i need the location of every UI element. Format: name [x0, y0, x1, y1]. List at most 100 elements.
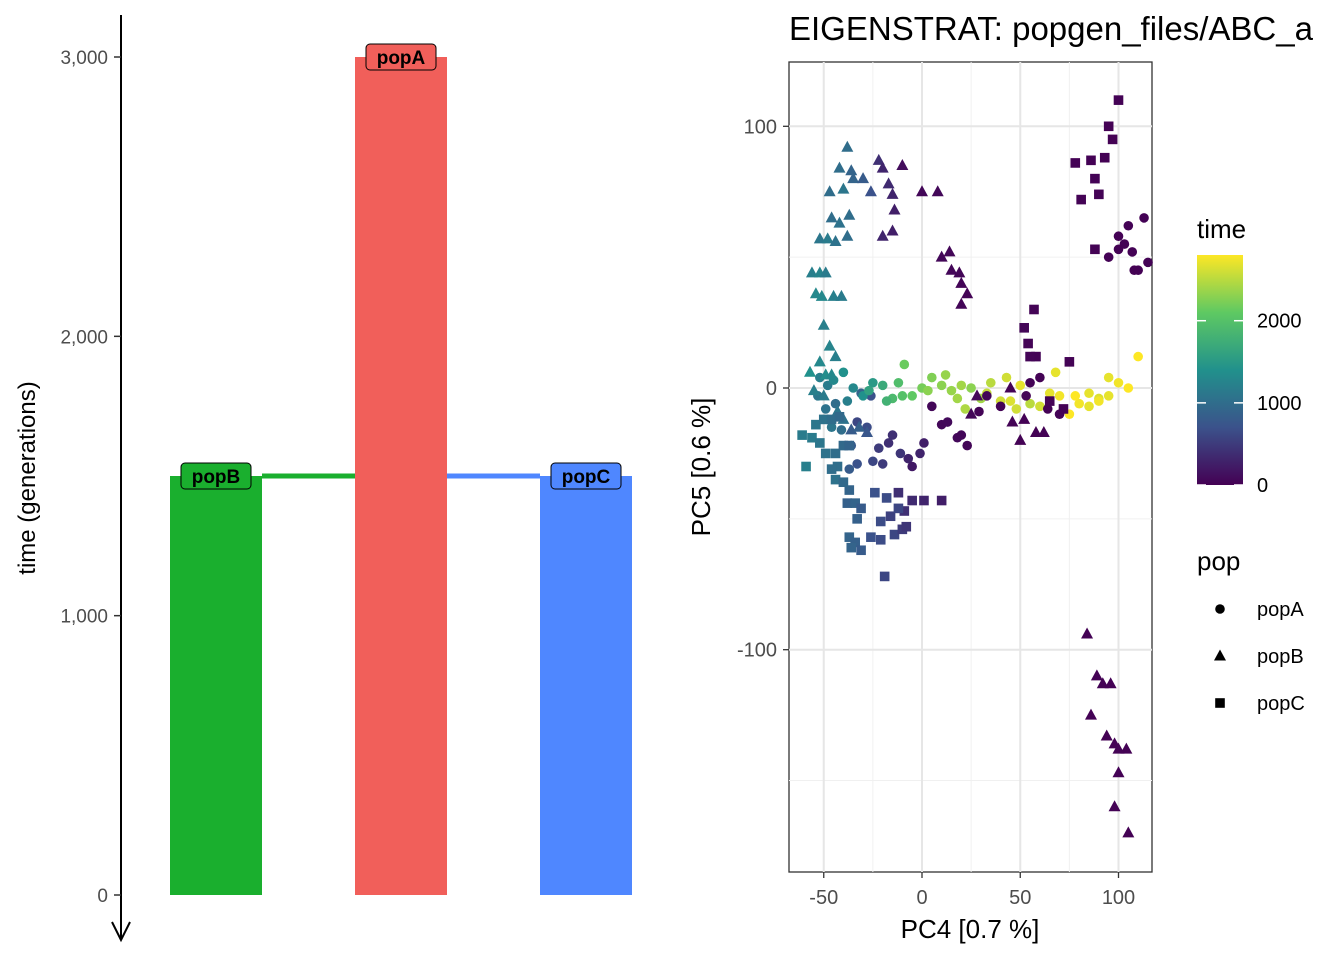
point-popC [1103, 121, 1114, 132]
legend-key-popB [1214, 649, 1226, 661]
point-popC [1025, 351, 1035, 362]
point-popC [1107, 134, 1118, 145]
point-popB [827, 289, 840, 301]
point-popC [838, 477, 849, 488]
population-bars [170, 57, 632, 895]
point-popB [857, 172, 870, 184]
point-popC [811, 419, 821, 430]
pca-y-axis-title: PC5 [0.6 %] [686, 398, 716, 537]
y-axis-arrow [111, 921, 131, 943]
point-popA [830, 398, 841, 409]
point-popC [1090, 173, 1100, 184]
point-popA [1103, 391, 1114, 401]
point-popA [899, 359, 910, 370]
point-popC [889, 529, 900, 540]
point-popC [879, 571, 890, 582]
y-tick-label: 1,000 [60, 607, 108, 628]
point-popB [815, 289, 828, 301]
point-popA [838, 367, 849, 378]
point-popA [1094, 396, 1104, 406]
point-popA [1143, 257, 1153, 268]
colorbar-tick-label: 2000 [1257, 311, 1302, 333]
pop-legend: pop popA popB popC [1197, 546, 1305, 715]
point-popA [1011, 404, 1022, 414]
point-popA [848, 383, 859, 393]
point-popA [995, 401, 1006, 412]
point-popB [1100, 729, 1113, 741]
point-popA [907, 391, 917, 401]
point-popC [875, 534, 886, 545]
point-popC [1099, 152, 1110, 163]
point-popB [813, 232, 826, 244]
label-box-popC [550, 462, 622, 490]
point-popA [1005, 396, 1016, 406]
point-popC [907, 495, 917, 506]
point-popC [838, 440, 849, 451]
point-popC [901, 521, 912, 532]
point-popC [832, 461, 843, 472]
label-text-popB: popB [192, 467, 241, 488]
point-popB [1096, 677, 1109, 689]
point-popA [883, 438, 894, 448]
point-popB [955, 276, 968, 288]
point-popB [817, 389, 830, 401]
point-popC [801, 461, 811, 472]
point-popC [870, 487, 880, 498]
point-popB [841, 229, 854, 241]
point-popA [1035, 372, 1045, 383]
point-popB [971, 389, 984, 401]
point-popB [817, 318, 830, 330]
point-popC [1031, 351, 1041, 362]
point-popB [1112, 766, 1125, 778]
point-popC [856, 503, 866, 514]
point-popA [895, 448, 906, 459]
point-popA [907, 461, 917, 472]
time-legend: time 0 1000 2000 [1197, 214, 1302, 497]
point-popB [931, 185, 944, 197]
point-popA [1074, 398, 1084, 409]
point-popA [893, 377, 904, 388]
point-popA [1042, 404, 1053, 414]
point-popB [1004, 381, 1017, 393]
population-tree-chart: popB popA popC 0 1,000 2,000 3,000 time (gene… [14, 15, 632, 943]
point-popB [1122, 826, 1135, 838]
point-popA [1103, 372, 1114, 383]
point-popC [856, 545, 866, 556]
x-tick-label: 0 [916, 887, 927, 909]
point-popC [815, 438, 825, 448]
point-popA [1035, 401, 1045, 412]
population-labels: popB popA popC [180, 43, 622, 490]
point-popA [844, 464, 855, 474]
point-popB [841, 140, 854, 152]
label-box-popB [180, 462, 252, 490]
point-popB [935, 250, 948, 262]
point-popB [1018, 412, 1031, 424]
point-popB [823, 339, 836, 351]
point-popC [1070, 158, 1081, 168]
point-popB [853, 420, 866, 432]
point-popB [1090, 669, 1103, 681]
point-popB [829, 350, 842, 362]
point-popA [974, 406, 984, 417]
point-popC [807, 432, 817, 443]
point-popA [1044, 388, 1055, 399]
point-popC [850, 498, 860, 508]
point-popC [826, 464, 837, 474]
point-popB [843, 208, 856, 220]
point-popB [821, 232, 834, 244]
point-popB [1104, 677, 1117, 689]
point-popB [833, 216, 846, 228]
x-tick-label: 100 [1102, 887, 1135, 909]
point-popC [1029, 304, 1039, 315]
legend-key-popA [1215, 604, 1225, 614]
legend-key-popC [1215, 698, 1225, 708]
point-popC [844, 440, 855, 451]
y-tick-label: 100 [744, 116, 777, 138]
point-popA [887, 430, 898, 440]
point-popC [885, 511, 896, 522]
point-popA [956, 430, 967, 440]
point-popC [818, 414, 829, 425]
point-popC [852, 514, 862, 524]
point-popB [864, 185, 877, 197]
